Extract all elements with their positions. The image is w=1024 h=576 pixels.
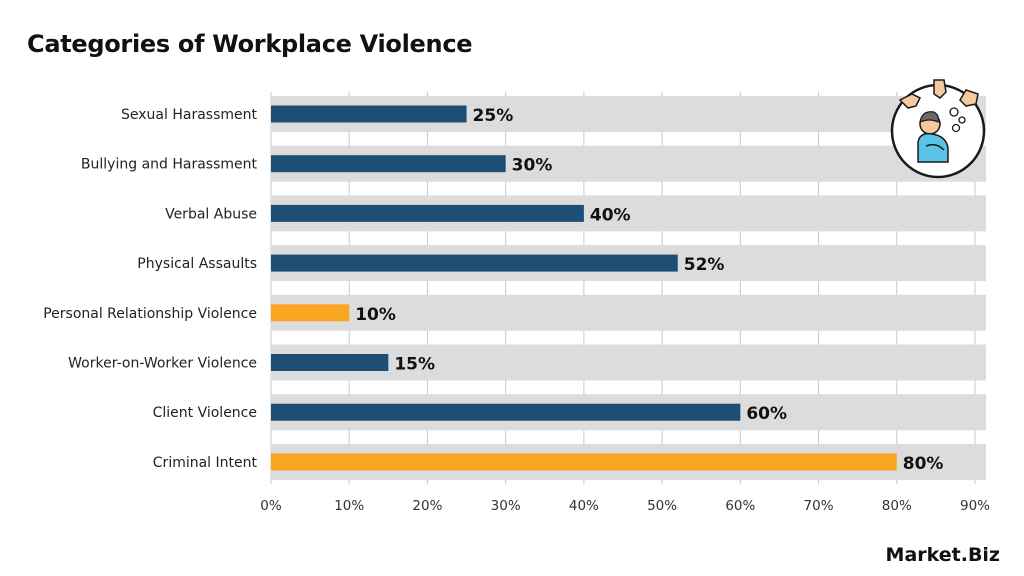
x-tick-label: 10% — [334, 498, 364, 514]
category-label: Worker-on-Worker Violence — [68, 356, 257, 372]
value-label: 10% — [355, 305, 396, 325]
x-tick-label: 60% — [725, 498, 755, 514]
bar — [271, 155, 506, 173]
category-label: Bullying and Harassment — [81, 157, 258, 173]
category-label: Client Violence — [153, 405, 257, 421]
chart-title: Categories of Workplace Violence — [27, 30, 473, 58]
labels: 0% 10% 20% 30% 40% 50% 60% 70% 80% 90% Sexual Hara… — [43, 106, 990, 514]
bars — [271, 105, 897, 471]
x-tick-label: 40% — [569, 498, 599, 514]
bar — [271, 254, 678, 272]
x-tick-label: 30% — [491, 498, 521, 514]
bar — [271, 304, 350, 322]
value-label: 25% — [473, 106, 514, 126]
brand-logo: Market.Biz — [885, 544, 1000, 566]
x-tick-label: 50% — [647, 498, 677, 514]
value-label: 30% — [512, 156, 553, 176]
x-tick-label: 70% — [804, 498, 834, 514]
category-label: Sexual Harassment — [121, 107, 257, 123]
value-label: 52% — [684, 255, 725, 275]
value-label: 60% — [746, 404, 787, 424]
category-label: Personal Relationship Violence — [43, 306, 257, 322]
bar — [271, 105, 467, 123]
bar — [271, 354, 389, 371]
value-label: 40% — [590, 205, 631, 225]
x-tick-label: 0% — [260, 498, 282, 514]
bar-track — [271, 294, 986, 331]
bar — [271, 204, 584, 222]
value-label: 15% — [394, 355, 435, 375]
bar — [271, 403, 741, 421]
bar-track — [271, 344, 986, 381]
x-tick-label: 90% — [960, 498, 990, 514]
category-label: Verbal Abuse — [165, 206, 257, 222]
bar — [271, 453, 897, 471]
bar-tracks — [271, 96, 986, 480]
x-tick-label: 80% — [882, 498, 912, 514]
value-label: 80% — [903, 454, 944, 474]
x-tick-label: 20% — [412, 498, 442, 514]
harassment-illustration-icon — [890, 76, 986, 182]
category-label: Criminal Intent — [153, 455, 258, 471]
category-label: Physical Assaults — [137, 256, 257, 272]
